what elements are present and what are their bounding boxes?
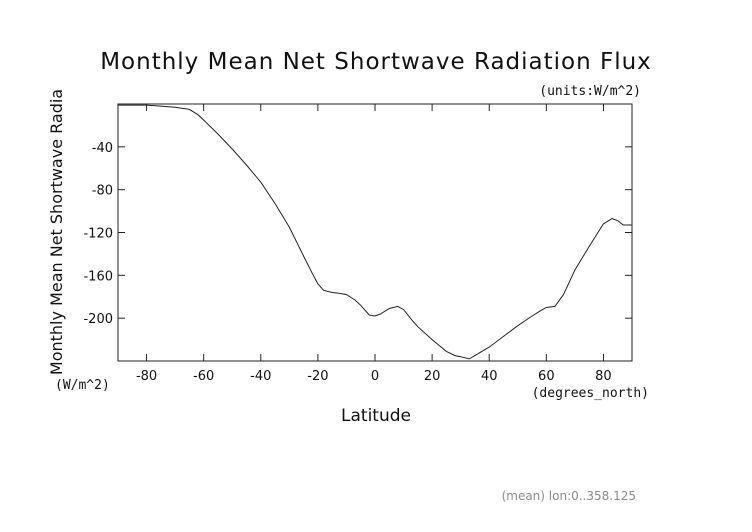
y-tick-label: -40: [92, 141, 113, 156]
y-tick-label: -120: [83, 227, 113, 242]
units-label: (units:W/m^2): [539, 84, 641, 99]
x-ticks: -80 -60 -40 -20 0 20 40 60 80: [136, 104, 612, 384]
x-tick-label: -80: [136, 369, 157, 384]
y-axis-label: Monthly Mean Net Shortwave Radia: [47, 89, 66, 375]
series-line: [118, 104, 632, 360]
x-axis-label: Latitude: [341, 406, 411, 426]
y-ticks: -40 -80 -120 -160 -200: [83, 141, 632, 327]
x-tick-label: -60: [193, 369, 214, 384]
x-tick-label: -40: [250, 369, 271, 384]
x-tick-label: 20: [424, 369, 441, 384]
chart-title: Monthly Mean Net Shortwave Radiation Flu…: [100, 49, 652, 75]
x-tick-label: 60: [538, 369, 555, 384]
x-tick-label: 0: [371, 369, 379, 384]
x-tick-label: 40: [481, 369, 498, 384]
x-axis-units: (degrees_north): [532, 386, 649, 401]
y-tick-label: -80: [92, 184, 113, 199]
footer-note: (mean) lon:0..358.125: [502, 489, 636, 503]
y-tick-label: -200: [83, 312, 113, 327]
plot-frame: [117, 103, 633, 362]
y-axis-units: (W/m^2): [55, 378, 110, 393]
y-tick-label: -160: [83, 269, 113, 284]
x-tick-label: -20: [307, 369, 328, 384]
x-tick-label: 80: [595, 369, 612, 384]
